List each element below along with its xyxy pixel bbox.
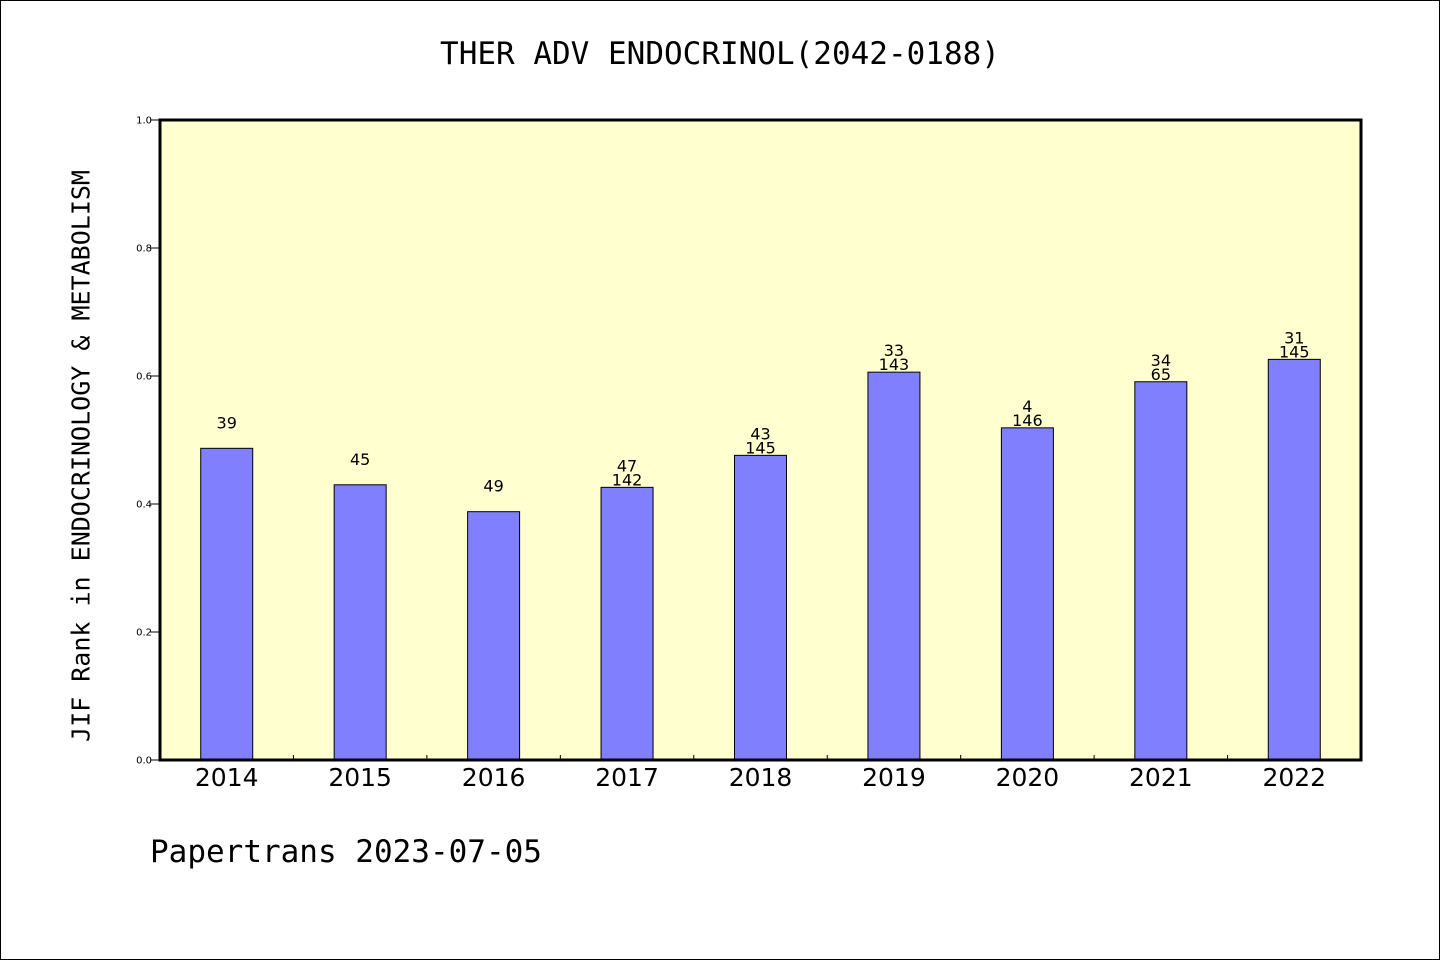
bar-label-bottom: 145 <box>1279 342 1310 361</box>
bar <box>1000 427 1054 761</box>
bar-label-bottom: 143 <box>879 355 910 374</box>
bar-label-bottom: 145 <box>745 438 776 457</box>
plot-frame <box>158 118 1363 762</box>
bar <box>467 511 521 761</box>
bar-label-top: 4 <box>1022 397 1032 416</box>
bar-label-bottom: 65 <box>1151 365 1171 384</box>
x-tick-label: 2018 <box>729 763 793 792</box>
bar <box>333 484 387 761</box>
x-tick-label: 2022 <box>1262 763 1326 792</box>
x-tick-label: 2021 <box>1129 763 1193 792</box>
bar-label-top: 34 <box>1151 351 1171 370</box>
bar <box>867 371 921 761</box>
bar <box>600 486 654 761</box>
x-tick-label: 2014 <box>195 763 259 792</box>
x-tick-label: 2017 <box>595 763 659 792</box>
x-tick-label: 2019 <box>862 763 926 792</box>
chart-title: THER ADV ENDOCRINOL(2042-0188) <box>440 36 1000 72</box>
y-tick-label: 0.4 <box>136 500 152 511</box>
bar-label-bottom: 146 <box>1012 411 1043 430</box>
bar-label: 39 <box>217 413 237 432</box>
bar <box>734 454 787 761</box>
bar <box>200 447 254 761</box>
footer-credit: Papertrans 2023-07-05 <box>150 834 542 870</box>
y-tick-label: 0.8 <box>136 244 152 255</box>
y-tick-label: 1.0 <box>136 116 152 127</box>
bar-label: 49 <box>483 477 503 496</box>
x-tick-label: 2015 <box>328 763 392 792</box>
y-tick-label: 0.6 <box>136 372 152 383</box>
bar-label: 45 <box>350 450 370 469</box>
x-tick-label: 2020 <box>996 763 1060 792</box>
bar-label-top: 31 <box>1284 328 1304 347</box>
bar-label-top: 33 <box>884 341 904 360</box>
x-tick-label: 2016 <box>462 763 526 792</box>
bar-label-top: 43 <box>750 424 770 443</box>
bar <box>1267 358 1321 761</box>
y-tick-label: 0.2 <box>136 628 152 639</box>
bar-label-top: 47 <box>617 456 637 475</box>
y-tick-label: 0.0 <box>136 756 152 767</box>
bar <box>1134 381 1188 761</box>
bar-label-bottom: 142 <box>612 470 643 489</box>
